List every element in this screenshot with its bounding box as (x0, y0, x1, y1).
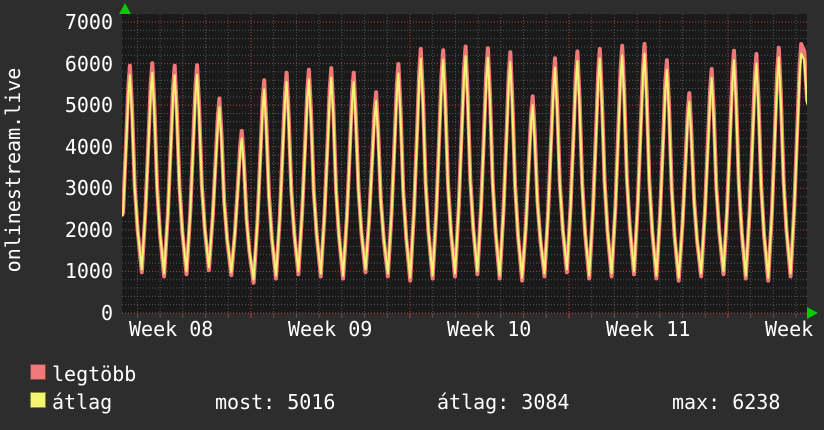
y-tick-label: 3000 (64, 176, 113, 201)
stat-atlag: átlag: 3084 (437, 390, 570, 414)
series-atlag-line (122, 52, 807, 281)
x-axis-arrow-icon (807, 307, 818, 319)
x-tick-label: Week (765, 317, 814, 341)
y-tick-label: 2000 (64, 217, 113, 242)
x-tick-label: Week 08 (129, 317, 214, 341)
stat-max: max: 6238 (672, 390, 781, 414)
x-tick-label: Week 09 (288, 317, 373, 341)
y-tick-label: 1000 (64, 259, 113, 284)
legend-swatch-atlag (30, 392, 46, 408)
y-tick-label: 4000 (64, 134, 113, 159)
x-tick-label: Week 11 (606, 317, 691, 341)
y-axis-arrow-icon (119, 3, 131, 14)
stat-most: most: 5016 (215, 390, 336, 414)
y-tick-label: 5000 (64, 93, 113, 118)
y-tick-label: 7000 (64, 10, 113, 34)
axis-ticks (136, 313, 797, 318)
x-tick-label: Week 10 (447, 317, 532, 341)
legend-label-atlag: átlag (52, 390, 113, 414)
legend-swatch-legtobb (30, 364, 46, 380)
y-tick-label: 6000 (64, 51, 113, 76)
y-tick-label: 0 (100, 301, 113, 325)
legend-label-legtobb: legtöbb (52, 362, 137, 386)
